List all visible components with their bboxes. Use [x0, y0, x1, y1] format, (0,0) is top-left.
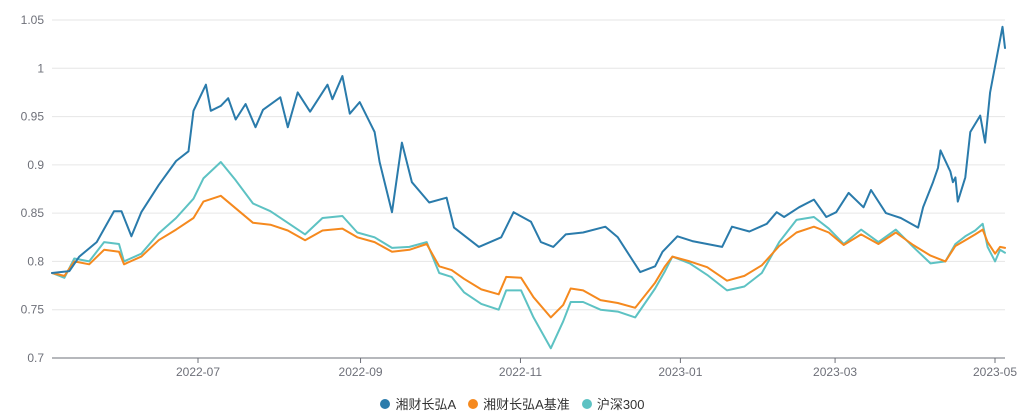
series-line-1[interactable]	[51, 194, 1006, 319]
legend-label: 湘财长弘A基准	[483, 397, 570, 412]
gridlines	[52, 19, 1005, 359]
y-tick-label: 0.75	[21, 303, 45, 317]
series-lines	[51, 25, 1006, 350]
x-tick-label: 2022-09	[339, 365, 383, 379]
legend-dot-icon	[468, 398, 479, 409]
legend-dot-icon	[380, 398, 391, 409]
y-tick-label: 0.8	[27, 254, 44, 268]
x-tick-label: 2022-11	[499, 365, 542, 379]
legend-label: 沪深300	[596, 397, 645, 412]
x-tick-label: 2023-05	[973, 365, 1017, 379]
y-tick-label: 0.95	[21, 110, 45, 124]
legend-dot-icon	[581, 398, 592, 409]
y-tick-label: 1.05	[21, 13, 45, 27]
legend-item-csi300[interactable]: 沪深300	[581, 394, 645, 413]
y-tick-label: 0.7	[27, 351, 44, 365]
legend-item-fund[interactable]: 湘财长弘A	[380, 394, 456, 413]
y-axis: 0.7 0.75 0.8 0.85 0.9 0.95 1 1.05	[21, 13, 45, 365]
series-line-0[interactable]	[51, 25, 1006, 274]
x-tick-label: 2022-07	[176, 365, 220, 379]
legend-item-benchmark[interactable]: 湘财长弘A基准	[468, 394, 570, 413]
x-tick-label: 2023-01	[658, 365, 702, 379]
x-axis: 2022-07 2022-09 2022-11 2023-01 2023-03 2023-…	[176, 358, 1017, 379]
y-tick-label: 0.85	[21, 206, 45, 220]
y-tick-label: 0.9	[27, 158, 44, 172]
series-line-2[interactable]	[51, 161, 1006, 350]
legend-label: 湘财长弘A	[395, 397, 457, 412]
y-tick-label: 1	[37, 61, 44, 75]
legend: 湘财长弘A 湘财长弘A基准 沪深300	[0, 394, 1025, 413]
x-tick-label: 2023-03	[813, 365, 857, 379]
